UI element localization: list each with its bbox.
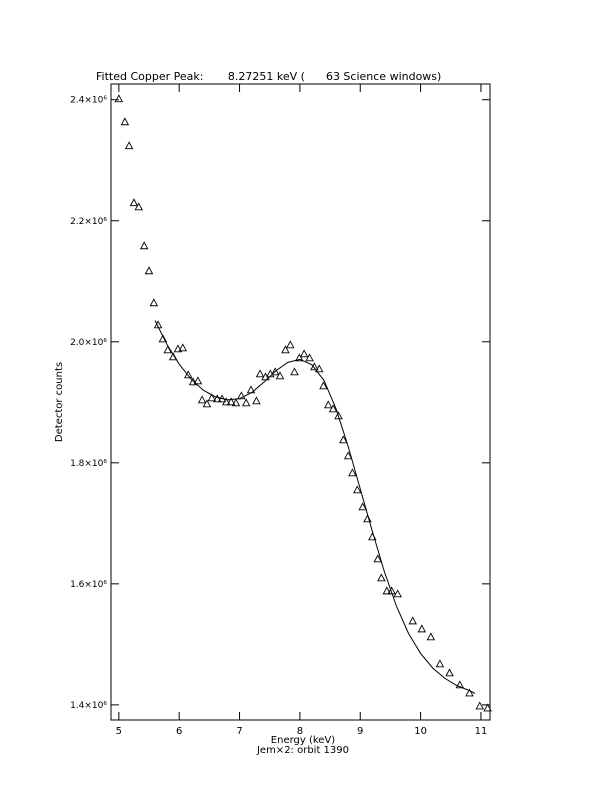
data-point: [393, 589, 402, 598]
data-point: [435, 659, 445, 668]
data-point: [237, 391, 246, 400]
data-point: [241, 398, 251, 407]
data-point: [173, 344, 183, 353]
data-point: [408, 616, 418, 625]
data-point: [285, 340, 295, 349]
data-point: [139, 241, 149, 250]
x-tick-label: 11: [475, 726, 488, 737]
fit-line: [154, 320, 476, 694]
x-tick-label: 10: [414, 726, 427, 737]
data-point: [310, 362, 319, 371]
chart-title: Fitted Copper Peak: 8.27251 keV ( 63 Sci…: [96, 70, 441, 83]
data-point: [290, 367, 299, 376]
data-point: [343, 451, 353, 460]
y-tick-label: 1.4×10⁶: [70, 701, 107, 711]
data-point: [281, 345, 290, 354]
data-point: [305, 353, 314, 362]
data-point: [348, 468, 357, 477]
data-point: [324, 400, 333, 409]
data-point: [124, 141, 134, 150]
data-point: [465, 688, 474, 697]
data-point: [382, 586, 392, 595]
data-point: [352, 485, 362, 494]
data-point: [129, 198, 139, 207]
y-tick-label: 1.6×10⁶: [70, 580, 107, 590]
y-tick-label: 2.4×10⁶: [70, 96, 107, 106]
y-tick-label: 2.0×10⁶: [70, 338, 107, 348]
data-point: [328, 404, 338, 413]
data-point: [197, 395, 207, 404]
x-axis-label: Energy (keV): [271, 735, 336, 746]
x-tick-label: 8: [297, 726, 303, 737]
data-point: [319, 381, 328, 390]
data-point: [334, 411, 343, 420]
x-tick-label: 7: [236, 726, 242, 737]
data-point: [207, 393, 217, 402]
data-point: [373, 554, 383, 563]
plot-frame: [110, 83, 491, 721]
data-point: [149, 298, 159, 307]
data-point: [226, 397, 236, 406]
data-point: [339, 435, 348, 444]
x-tick-label: 5: [116, 726, 122, 737]
y-axis-label: Detector counts: [54, 362, 65, 442]
data-point: [483, 703, 492, 712]
x-tick-label: 9: [357, 726, 363, 737]
data-point: [295, 353, 304, 362]
data-point: [222, 397, 231, 406]
data-point: [134, 202, 144, 211]
data-point: [275, 371, 285, 380]
data-point: [475, 701, 484, 710]
x-tick-label: 6: [176, 726, 182, 737]
data-point: [144, 266, 154, 275]
data-point: [202, 399, 212, 408]
data-point: [299, 349, 309, 358]
data-point: [314, 364, 324, 373]
data-point: [231, 398, 241, 407]
data-point: [183, 370, 193, 379]
y-tick-label: 2.2×10⁶: [70, 217, 107, 227]
data-point: [153, 320, 163, 329]
data-point: [377, 573, 386, 582]
data-point: [120, 117, 130, 126]
data-point: [178, 343, 188, 352]
data-point: [358, 502, 367, 511]
y-tick-label: 1.8×10⁶: [70, 459, 107, 469]
data-point: [270, 367, 280, 376]
data-point: [212, 394, 222, 403]
data-point: [255, 369, 265, 378]
data-point: [193, 376, 203, 385]
data-point: [163, 345, 172, 354]
data-point: [417, 624, 427, 633]
data-point: [252, 396, 261, 405]
data-point: [114, 94, 124, 103]
data-point: [445, 668, 454, 677]
data-point: [188, 377, 198, 386]
data-point: [426, 632, 436, 641]
data-point: [158, 334, 168, 343]
data-point: [455, 680, 465, 689]
subtitle: Jem×2: orbit 1390: [256, 745, 349, 756]
